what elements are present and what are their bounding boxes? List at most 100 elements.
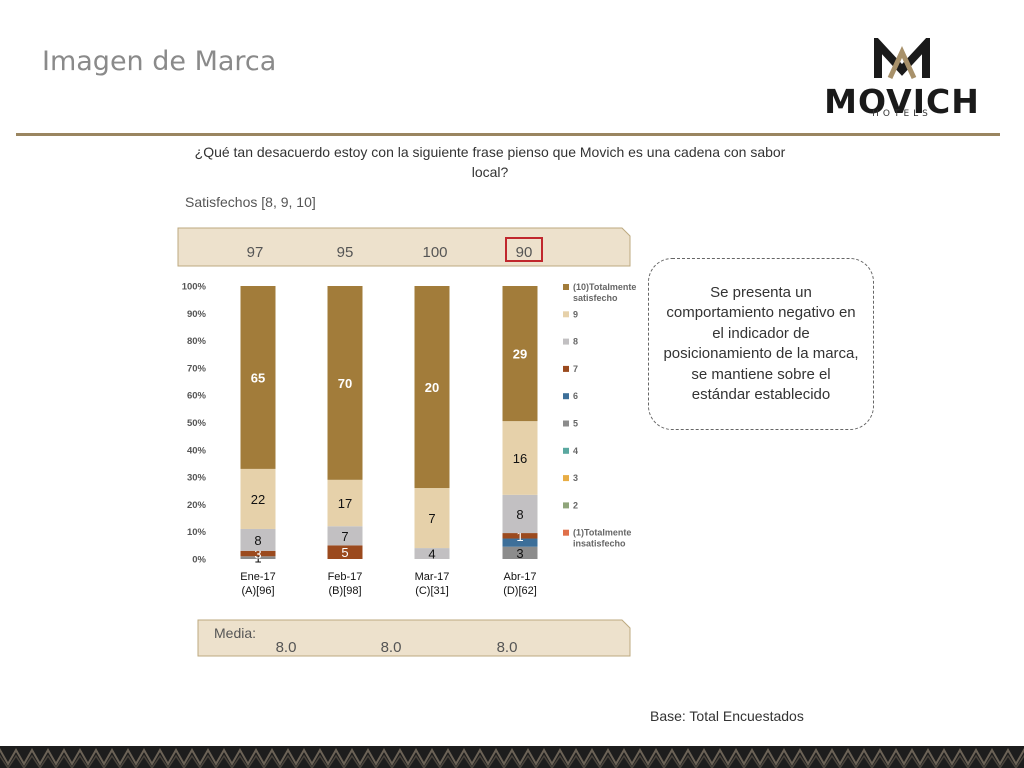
highlight-box [505, 237, 543, 262]
bar-segment [414, 286, 450, 489]
x-tick-sublabel: (C)[31] [415, 585, 449, 597]
y-tick-label: 100% [182, 282, 207, 293]
y-tick-label: 50% [187, 418, 207, 429]
insight-callout: Se presenta un comportamiento negativo e… [648, 258, 874, 430]
legend-item: 4 [563, 446, 578, 456]
data-label: 7 [428, 511, 435, 526]
bar-segment [502, 494, 538, 534]
movich-m-mark-icon [874, 33, 930, 80]
legend-swatch [563, 365, 569, 372]
bar-stack-abr-17: 03181629Abr-17(D)[62] [502, 286, 538, 597]
data-label: 1 [516, 529, 523, 544]
mean-value: 8.0 [276, 639, 297, 656]
header-divider [16, 133, 1000, 136]
x-tick-label: Mar-17 [415, 571, 450, 583]
x-tick-sublabel: (B)[98] [328, 585, 361, 597]
bar-segment [327, 479, 363, 527]
bar-segment [240, 468, 276, 529]
legend-item: 5 [563, 419, 578, 429]
legend-label: 5 [573, 419, 578, 429]
survey-question: ¿Qué tan desacuerdo estoy con la siguien… [194, 144, 786, 180]
bar-segment [502, 286, 538, 422]
legend-label: (1)Totalmente [573, 528, 631, 538]
legend-label: (10)Totalmente [573, 282, 636, 292]
bar-segment [327, 526, 363, 546]
data-label: 1 [254, 551, 261, 566]
legend-label: 7 [573, 364, 578, 374]
legend-label: 9 [573, 309, 578, 319]
movich-logo: MOVICH HOTELS [812, 33, 992, 124]
bar-stack-mar-17: 004720Mar-17(C)[31] [414, 286, 450, 597]
legend-label: 2 [573, 500, 578, 510]
bar-segment [240, 556, 276, 559]
mean-value: 8.0 [381, 639, 402, 656]
bar-segment [414, 548, 450, 559]
bar-segment [240, 550, 276, 557]
zigzag-line-2 [0, 754, 1024, 768]
y-tick-label: 70% [187, 363, 207, 374]
data-label: 16 [513, 451, 527, 466]
logo-subtitle: HOTELS [872, 109, 932, 119]
mean-value: 8.0 [497, 639, 518, 656]
bar-segment [327, 286, 363, 480]
bars-group: 1382265Ene-17(A)[96]0571770Feb-17(B)[98]… [240, 286, 538, 597]
bar-segment [502, 538, 538, 547]
data-label: 3 [516, 546, 523, 561]
bar-stack-feb-17: 0571770Feb-17(B)[98] [327, 286, 363, 597]
y-tick-label: 30% [187, 473, 207, 484]
satisfied-banner: 97 95 100 90 [177, 227, 631, 267]
data-label: 22 [251, 492, 265, 507]
data-label: 4 [428, 547, 435, 562]
data-label: 8 [254, 533, 261, 548]
legend-label-cont: insatisfecho [573, 539, 626, 549]
y-tick-label: 20% [187, 500, 207, 511]
bar-stack-ene-17: 138 22 65 Ene-17 (A)[96] [240, 286, 276, 597]
legend-label: 3 [573, 473, 578, 483]
mean-banner-bg [197, 619, 631, 657]
legend-swatch [563, 393, 569, 400]
base-note: Base: Total Encuestados [650, 708, 804, 724]
satisfied-total-mar-17: 100 [422, 244, 447, 261]
logo-wordmark: MOVICH [824, 82, 980, 121]
legend-swatch [563, 475, 569, 482]
mean-banner: Media: 8.0 8.0 8.0 [197, 619, 631, 657]
legend-item: 8 [563, 337, 578, 347]
legend-swatch [563, 447, 569, 454]
legend-swatch [563, 311, 569, 318]
x-tick-label: Ene-17 [240, 571, 275, 583]
data-label: 17 [338, 496, 352, 511]
data-label: 70 [338, 376, 352, 391]
bar-segment [414, 488, 450, 549]
legend-label: 6 [573, 391, 578, 401]
y-tick-label: 0% [192, 555, 206, 566]
zigzag-line [0, 747, 1024, 767]
bar-segment [240, 286, 276, 469]
legend-label-cont: satisfecho [573, 293, 618, 303]
legend-swatch [563, 529, 569, 536]
legend-label: 8 [573, 337, 578, 347]
legend-swatch [563, 338, 569, 345]
y-axis: 0% 10% 20% 30% 40% 50% 60% 70% 80% 90% 100% [182, 282, 207, 566]
legend-swatch [563, 420, 569, 427]
page-title: Imagen de Marca [42, 46, 277, 77]
legend-item: 6 [563, 391, 578, 401]
legend-item: 9 [563, 309, 578, 319]
data-label: 7 [341, 529, 348, 544]
satisfied-label: Satisfechos [8, 9, 10] [185, 194, 316, 210]
bar-segment [502, 546, 538, 559]
satisfied-total-feb-17: 95 [337, 244, 354, 261]
y-tick-label: 10% [187, 527, 207, 538]
data-label: 5 [341, 545, 348, 560]
legend-label: 4 [573, 446, 578, 456]
x-tick-sublabel: (D)[62] [503, 585, 537, 597]
data-label: 20 [425, 380, 439, 395]
legend-item: 7 [563, 364, 578, 374]
data-label: 8 [516, 507, 523, 522]
data-label: 65 [251, 370, 265, 385]
y-tick-label: 40% [187, 445, 207, 456]
decorative-footer-band [0, 746, 1024, 768]
data-label: 29 [513, 347, 527, 362]
